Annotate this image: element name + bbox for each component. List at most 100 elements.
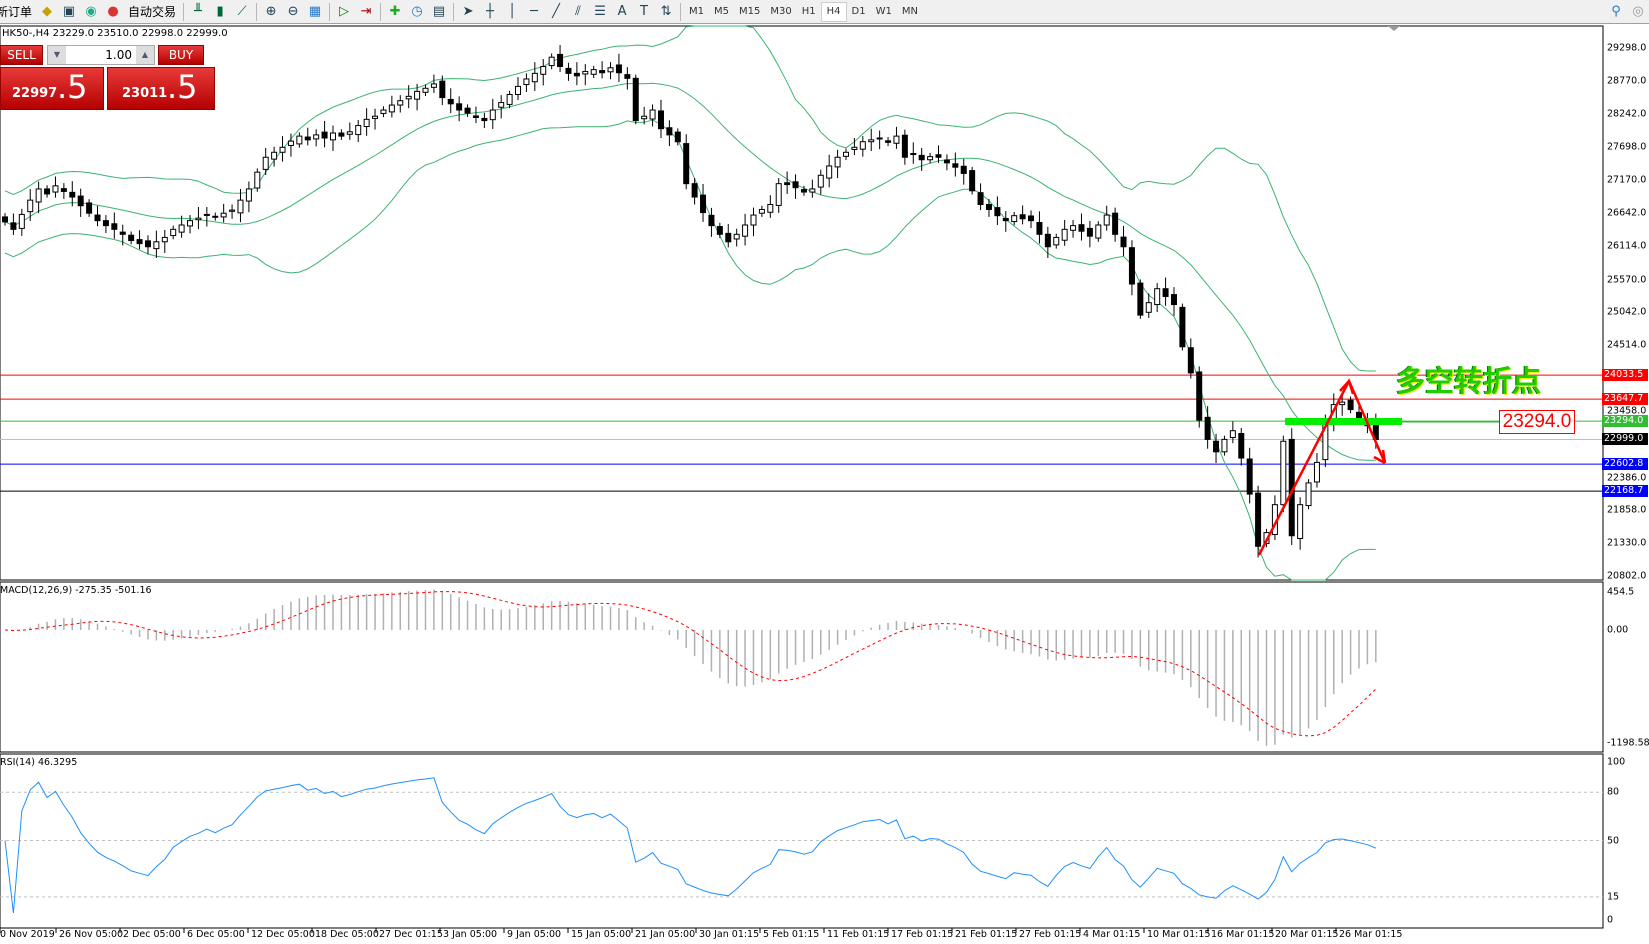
bear-candle <box>674 131 681 143</box>
candle-chart-icon[interactable]: ▮ <box>216 4 224 19</box>
timeframe-m15[interactable]: M15 <box>739 6 761 17</box>
timeframe-m30[interactable]: M30 <box>770 6 792 17</box>
buy-price-frac: .5 <box>167 68 198 106</box>
bull-candle <box>531 72 538 83</box>
bull-candle <box>851 146 858 150</box>
bull-candle <box>826 165 833 179</box>
green-level-bar <box>1285 418 1402 425</box>
chart-shift-icon[interactable]: ⇥ <box>360 4 372 19</box>
bear-candle <box>212 215 219 218</box>
vertical-line-icon[interactable]: │ <box>508 4 516 19</box>
rsi-axis-label: 50 <box>1607 835 1620 846</box>
price-axis-label: 24514.0 <box>1607 339 1647 351</box>
price-axis-label: 25570.0 <box>1607 274 1647 286</box>
new-order-button[interactable]: 新订单 <box>0 5 33 19</box>
bear-candle <box>1128 247 1135 285</box>
bear-candle <box>683 143 690 185</box>
sell-price-button[interactable]: 22997 .5 <box>0 67 104 110</box>
date-axis-label: 3 Jan 05:00 <box>443 929 498 940</box>
timeframe-w1[interactable]: W1 <box>875 6 892 17</box>
bull-candle <box>1095 224 1102 239</box>
bull-candle <box>287 140 294 146</box>
bull-candle <box>1145 302 1152 313</box>
price-axis-label: 20802.0 <box>1607 570 1647 582</box>
equidistant-channel-icon[interactable]: ⫽ <box>575 4 581 19</box>
bull-candle <box>279 146 286 153</box>
bull-candle <box>430 83 437 88</box>
sell-button[interactable]: SELL <box>0 45 43 65</box>
volume-stepper[interactable]: ▼ 1.00 ▲ <box>47 45 155 65</box>
text-label-icon[interactable]: T <box>640 4 648 19</box>
timeframe-m5[interactable]: M5 <box>714 6 730 17</box>
volume-up-icon[interactable]: ▲ <box>136 46 154 64</box>
market-watch-icon[interactable]: ▣ <box>62 4 76 19</box>
fibonacci-icon[interactable]: ☰ <box>594 4 606 19</box>
search-icon[interactable]: ⚲ <box>1611 4 1621 19</box>
tile-windows-icon[interactable]: ▦ <box>308 4 322 19</box>
bear-candle <box>565 67 572 74</box>
arrows-icon[interactable]: ⇅ <box>660 4 672 19</box>
one-click-trading-panel: SELL ▼ 1.00 ▲ BUY 22997 .5 23011 .5 <box>0 45 216 110</box>
bull-candle <box>380 109 387 114</box>
bear-candle <box>716 226 723 235</box>
zoom-out-icon[interactable]: ⊖ <box>287 4 299 19</box>
crosshair-icon[interactable]: ┼ <box>486 4 494 19</box>
bull-candle <box>195 217 202 221</box>
cursor-icon[interactable]: ➤ <box>462 4 474 19</box>
timeframe-d1[interactable]: D1 <box>851 6 866 17</box>
bear-candle <box>632 77 639 122</box>
buy-button[interactable]: BUY <box>158 45 204 65</box>
turning-point-label[interactable]: 多空转折点 <box>1396 364 1542 398</box>
autoscroll-icon[interactable]: ▷ <box>339 4 350 19</box>
bull-candle <box>203 213 210 216</box>
bull-candle <box>506 93 513 105</box>
bull-candle <box>262 156 269 170</box>
timeframe-mn[interactable]: MN <box>901 6 918 17</box>
macd-axis-label: -1198.58 <box>1607 737 1649 749</box>
level-price-tag: 22602.8 <box>1602 458 1648 471</box>
zoom-in-icon[interactable]: ⊕ <box>265 4 277 19</box>
bear-candle <box>918 154 925 161</box>
macd-axis-label: 0.00 <box>1607 624 1629 636</box>
text-icon[interactable]: A <box>617 4 627 19</box>
level-price-tag: 22999.0 <box>1602 433 1648 446</box>
bull-candle <box>523 78 530 86</box>
bear-candle <box>624 74 631 79</box>
signals-icon[interactable]: ◉ <box>85 4 97 19</box>
community-icon[interactable]: ◎ <box>1632 4 1644 19</box>
timeframe-h1[interactable]: H1 <box>801 6 816 17</box>
bull-candle <box>910 153 917 156</box>
bull-candle <box>187 220 194 227</box>
bull-candle <box>893 135 900 144</box>
auto-trading-button[interactable]: 自动交易 <box>128 5 177 19</box>
trendline-icon[interactable]: ╱ <box>552 4 560 19</box>
buy-price-button[interactable]: 23011 .5 <box>107 67 215 110</box>
bull-candle <box>607 67 614 73</box>
bear-candle <box>935 154 942 158</box>
gold-bars-icon[interactable]: ◆ <box>42 4 53 19</box>
periods-icon[interactable]: ◷ <box>411 4 423 19</box>
timeframe-m1[interactable]: M1 <box>689 6 705 17</box>
horizontal-line-icon[interactable]: ─ <box>530 4 538 19</box>
volume-input[interactable]: 1.00 <box>105 48 132 62</box>
auto-trading-icon[interactable]: ● <box>107 4 119 19</box>
indicators-icon[interactable]: ✚ <box>389 4 401 19</box>
timeframe-h4[interactable]: H4 <box>820 1 847 22</box>
bull-candle <box>313 134 320 140</box>
bear-candle <box>1162 288 1169 297</box>
bull-candle <box>422 87 429 93</box>
bear-candle <box>481 117 488 122</box>
templates-icon[interactable]: ▤ <box>432 4 446 19</box>
date-axis-label: 30 Jan 01:15 <box>699 929 760 940</box>
bar-chart-icon[interactable]: ╨ <box>194 4 202 19</box>
date-axis-label: 0 Nov 2019 <box>0 929 55 940</box>
bear-candle <box>1036 222 1043 235</box>
bull-candle <box>1103 214 1110 226</box>
volume-down-icon[interactable]: ▼ <box>48 46 66 64</box>
date-axis-label: 6 Dec 05:00 <box>187 929 245 940</box>
date-axis-label: 18 Dec 05:00 <box>315 929 379 940</box>
bull-candle <box>498 102 505 108</box>
price-box-label[interactable]: 23294.0 <box>1499 410 1575 434</box>
line-chart-icon[interactable]: ⟋ <box>237 4 247 19</box>
